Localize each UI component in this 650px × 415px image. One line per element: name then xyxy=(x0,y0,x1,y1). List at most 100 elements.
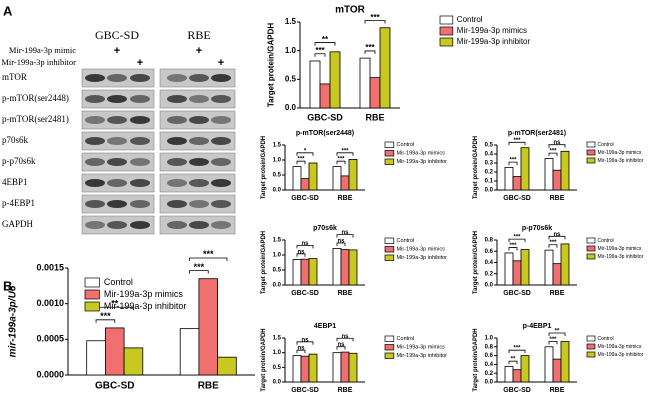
blot-row-label: p-mTOR(ser2448) xyxy=(2,93,69,103)
x-tick-label: GBC-SD xyxy=(503,195,531,202)
significance-label: *** xyxy=(365,43,375,52)
significance-label: ns xyxy=(297,346,305,352)
y-tick-label: 0.3 xyxy=(485,161,494,167)
blot-band xyxy=(107,74,127,82)
significance-label: ** xyxy=(111,298,119,308)
bar xyxy=(292,166,302,191)
legend-label: Mir-199a-3p mimics xyxy=(397,247,446,253)
significance-label: *** xyxy=(509,158,517,164)
legend-swatch xyxy=(586,351,596,358)
bar xyxy=(308,162,318,191)
treatment-mark: + xyxy=(114,45,120,57)
y-tick-label: 0.0 xyxy=(285,103,297,112)
bar xyxy=(292,355,302,383)
x-tick-label: RBE xyxy=(550,195,565,202)
legend-label: Control xyxy=(457,15,483,24)
bar xyxy=(308,258,318,286)
blot-band xyxy=(130,95,150,103)
y-tick-label: 0.4 xyxy=(485,362,494,368)
blot-band xyxy=(107,116,127,124)
y-tick-label: 1.5 xyxy=(273,238,282,244)
significance-label: *** xyxy=(315,46,325,55)
significance-bracket xyxy=(508,349,526,354)
significance-label: ** xyxy=(322,35,329,44)
y-tick-label: 0.8 xyxy=(485,238,494,244)
legend-swatch xyxy=(586,245,596,252)
significance-label: ns xyxy=(337,342,345,348)
bar xyxy=(359,57,371,109)
legend-swatch xyxy=(586,141,596,148)
blot-band xyxy=(85,116,105,124)
significance-label: *** xyxy=(513,138,521,144)
legend-label: Mir-199a-3p inhibitor xyxy=(598,158,644,164)
significance-bracket xyxy=(548,341,558,345)
legend-label: Mir-199a-3p mimics xyxy=(397,345,446,351)
legend-swatch xyxy=(84,301,100,312)
blot-band xyxy=(211,137,231,145)
bar xyxy=(105,327,125,376)
significance-bracket xyxy=(364,20,386,24)
significance-bracket xyxy=(95,319,116,323)
blot-band xyxy=(107,179,127,187)
blot-row-label: 4EBP1 xyxy=(2,177,28,187)
bar xyxy=(520,147,530,191)
legend-swatch xyxy=(586,149,596,156)
legend-swatch xyxy=(439,26,454,36)
y-tick-label: 1.5 xyxy=(285,17,297,26)
significance-label: *** xyxy=(194,262,205,272)
significance-bracket xyxy=(336,234,354,238)
legend-label: Mir-199a-3p mimics xyxy=(598,344,642,350)
y-tick-label: 1.0 xyxy=(285,46,297,55)
bar xyxy=(552,263,562,286)
treatment-label: Mir-199a-3p mimic xyxy=(9,45,76,55)
chart-title: p-4EBP1 xyxy=(523,323,552,330)
legend-swatch xyxy=(586,343,596,350)
significance-label: *** xyxy=(549,337,557,343)
bar xyxy=(292,259,302,286)
blot-band xyxy=(189,95,209,103)
y-tick-label: 1.5 xyxy=(273,336,282,342)
y-tick-label: 0.0 xyxy=(485,188,494,194)
significance-label: *** xyxy=(513,235,521,241)
x-tick-label: RBE xyxy=(365,112,384,122)
legend-swatch xyxy=(384,352,395,359)
y-tick-label: 0.5 xyxy=(273,268,282,274)
blot-band xyxy=(167,221,187,229)
y-tick-label: 0.6 xyxy=(485,353,494,359)
legend-swatch xyxy=(384,158,395,165)
bar xyxy=(308,353,318,383)
bar xyxy=(332,247,342,286)
legend-label: Mir-199a-3p inhibitor xyxy=(397,353,448,359)
legend-label: Control xyxy=(598,142,614,148)
bar xyxy=(520,249,530,286)
blot-band xyxy=(211,74,231,82)
y-tick-label: 0.6 xyxy=(485,249,494,255)
bar xyxy=(512,260,522,286)
significance-bracket xyxy=(336,242,346,246)
y-tick-label: 0.5 xyxy=(485,143,494,149)
bar xyxy=(379,27,391,109)
y-tick-label: 0.5 xyxy=(273,365,282,371)
significance-bracket xyxy=(548,332,566,336)
legend-swatch xyxy=(586,335,596,342)
significance-bracket xyxy=(508,238,526,243)
significance-label: *** xyxy=(549,240,557,246)
treatment-mark: + xyxy=(218,57,224,69)
bar xyxy=(300,258,310,286)
y-axis-label: Target protein/GAPDH xyxy=(473,231,479,294)
y-tick-label: 0.2 xyxy=(485,271,494,277)
blot-band xyxy=(130,221,150,229)
y-tick-label: 0.2 xyxy=(485,170,494,176)
significance-label: *** xyxy=(341,148,349,154)
y-axis-label: mir-199a-3p/U6 xyxy=(8,285,19,357)
blot-band xyxy=(211,179,231,187)
legend-label: Control xyxy=(397,142,415,148)
treatment-label: Mir-199a-3p inhibitor xyxy=(1,57,76,67)
cell-line-label: GBC-SD xyxy=(95,28,139,42)
y-tick-label: 0.5 xyxy=(285,74,297,83)
significance-bracket xyxy=(336,160,346,165)
significance-bracket xyxy=(336,337,354,342)
y-tick-label: 0.4 xyxy=(485,260,494,266)
bar xyxy=(348,158,358,191)
legend-swatch xyxy=(439,15,454,25)
